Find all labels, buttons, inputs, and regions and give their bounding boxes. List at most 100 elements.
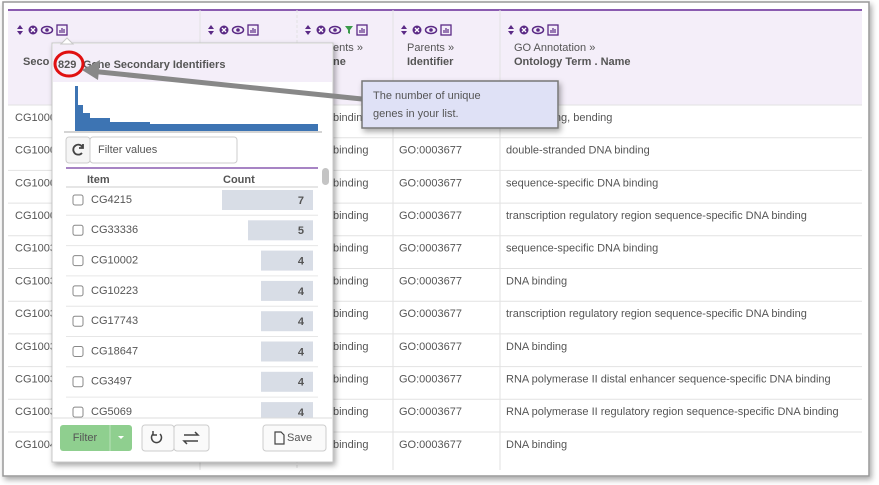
column-summary-popup: 829 Gene Secondary Identifiers Filter valu… (51, 37, 334, 463)
filter-icon[interactable] (345, 26, 353, 34)
item-name: CG3497 (91, 376, 132, 388)
count-bar (248, 220, 313, 241)
count-bar (222, 190, 313, 210)
cell: CG1004 (15, 439, 56, 451)
scrollbar (322, 168, 329, 185)
cell: sequence-specific DNA binding (506, 177, 658, 189)
count-bar (261, 311, 313, 332)
cell: double-stranded DNA binding (506, 145, 650, 157)
invert-icon (182, 431, 200, 445)
cell: sequence-specific DNA binding (506, 243, 658, 255)
cell: RNA polymerase II distal enhancer sequen… (506, 374, 831, 386)
view-icon[interactable] (40, 25, 54, 35)
view-icon[interactable] (531, 25, 545, 35)
column-header: Seco (23, 56, 50, 68)
refresh-icon (72, 143, 84, 156)
callout-box (361, 80, 559, 129)
cell: CG1003 (15, 374, 56, 386)
item-name: CG4215 (91, 194, 132, 206)
sort-icon[interactable] (305, 25, 311, 35)
callout-text: The number of unique (373, 90, 481, 102)
summary-bars (550, 28, 556, 33)
cell: transcription regulatory region sequence… (506, 308, 807, 320)
checkbox[interactable] (72, 376, 84, 388)
cell: CG1003 (15, 308, 56, 320)
cell: CG1000 (15, 112, 56, 124)
sort-icon[interactable] (17, 25, 23, 35)
list-header: Item (87, 174, 110, 186)
view-pupil (429, 28, 433, 32)
cell: GO:0003677 (399, 210, 462, 222)
undo-button[interactable] (141, 424, 175, 452)
summary-bars (443, 28, 449, 33)
sort-icon[interactable] (208, 25, 214, 35)
filter-button[interactable] (60, 425, 132, 451)
cell: GO:0003677 (399, 177, 462, 189)
cell: GO:0003677 (399, 406, 462, 418)
cell: CG1003 (15, 341, 56, 353)
view-icon[interactable] (328, 25, 342, 35)
cell: binding (333, 275, 368, 287)
cell: binding (333, 341, 368, 353)
sort-icon[interactable] (401, 25, 407, 35)
view-icon[interactable] (231, 25, 245, 35)
item-name: CG5069 (91, 406, 132, 418)
popup-caret (59, 37, 75, 45)
list-header: Count (223, 174, 255, 186)
cell: binding (333, 439, 368, 451)
cell: transcription regulatory region sequence… (506, 210, 807, 222)
filter-button-label: Filter (73, 432, 98, 444)
checkbox[interactable] (72, 255, 84, 267)
filter-input[interactable] (89, 136, 238, 164)
count-bar (261, 250, 313, 271)
cell: binding (333, 243, 368, 255)
highlight-circle (53, 50, 85, 78)
summary-icon[interactable] (440, 24, 452, 36)
checkbox[interactable] (72, 406, 84, 418)
checkbox[interactable] (72, 194, 84, 206)
checkbox[interactable] (72, 346, 84, 357)
cell: binding (333, 308, 368, 320)
column-header: Identifier (407, 56, 454, 68)
view-icon[interactable] (424, 25, 438, 35)
view-pupil (236, 28, 240, 32)
cell: GO:0003677 (399, 243, 462, 255)
cell: DNA binding (506, 439, 567, 451)
invert-button[interactable] (173, 424, 210, 452)
item-count: 7 (298, 195, 304, 207)
summary-icon[interactable] (356, 24, 368, 36)
item-name: CG33336 (91, 224, 138, 236)
remove-x (221, 27, 227, 33)
checkbox[interactable] (72, 224, 84, 236)
item-name: CG17743 (91, 315, 138, 327)
sort-icon[interactable] (508, 25, 514, 35)
column-header: ne (333, 56, 346, 68)
view-pupil (536, 28, 540, 32)
cell: GO:0003677 (399, 439, 462, 451)
summary-icon[interactable] (547, 24, 559, 36)
cell: binding (333, 406, 368, 418)
refresh-button[interactable] (65, 136, 91, 164)
callout-arrowhead (82, 60, 100, 80)
callout-arrow (89, 68, 363, 102)
summary-icon[interactable] (56, 24, 68, 36)
item-name: CG18647 (91, 345, 138, 357)
cell: CG1000 (15, 210, 56, 222)
item-count: 4 (298, 377, 305, 389)
dropdown-caret (118, 436, 124, 439)
checkbox[interactable] (72, 315, 84, 327)
save-icon (274, 431, 285, 445)
summary-icon[interactable] (247, 24, 259, 36)
remove-x (521, 27, 527, 33)
unique-count: 829 (58, 59, 76, 71)
view-pupil (45, 28, 49, 32)
item-name: CG10002 (91, 255, 138, 267)
filter-placeholder: Filter values (98, 144, 158, 156)
remove-x (30, 27, 36, 33)
count-bar (261, 280, 313, 301)
item-name: CG10223 (91, 285, 138, 297)
checkbox[interactable] (72, 285, 84, 297)
cell: DNA binding (506, 341, 567, 353)
item-count: 4 (298, 346, 305, 358)
